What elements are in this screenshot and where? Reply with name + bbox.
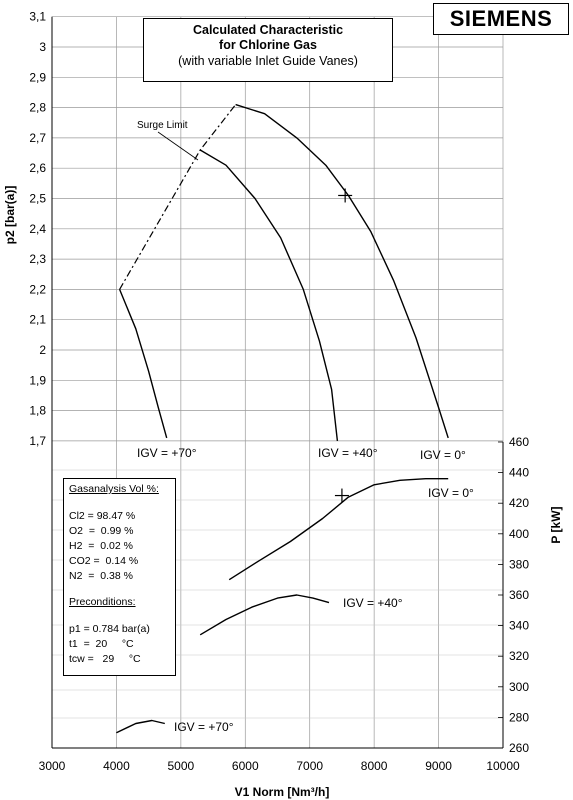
gas-item: N2 = 0.38 %: [69, 570, 133, 582]
right-tick-label: 280: [509, 710, 529, 724]
right-tick-label: 380: [509, 557, 529, 571]
right-tick-label: 460: [509, 435, 529, 449]
x-tick-label: 6000: [232, 759, 259, 773]
left-tick-label: 2,3: [29, 252, 46, 266]
x-tick-label: 8000: [361, 759, 388, 773]
surge-limit-label: Surge Limit: [137, 120, 188, 131]
left-tick-label: 2,2: [29, 282, 46, 296]
left-tick-label: 2,5: [29, 192, 46, 206]
right-tick-label: 400: [509, 527, 529, 541]
gas-item: O2 = 0.99 %: [69, 525, 134, 537]
right-tick-label: 260: [509, 741, 529, 755]
pressure-curve-igv40: [199, 149, 339, 441]
pressure-label-igv0: IGV = 0°: [420, 448, 466, 462]
surge-limit-line: [119, 104, 237, 290]
right-tick-label: 420: [509, 496, 529, 510]
precondition-item: tcw = 29 °C: [69, 653, 141, 665]
left-tick-label: 3,1: [29, 10, 46, 24]
left-tick-label: 1,9: [29, 373, 46, 387]
operating-point-marker: [334, 488, 349, 503]
left-tick-label: 2,7: [29, 131, 46, 145]
right-tick-label: 440: [509, 466, 529, 480]
pressure-label-igv40: IGV = +40°: [318, 446, 378, 460]
x-tick-label: 7000: [296, 759, 323, 773]
grid: [51, 16, 504, 749]
siemens-logo: SIEMENS: [433, 3, 569, 35]
x-axis-label: V1 Norm [Nm³/h]: [235, 785, 330, 799]
x-axis-ticks: 3000 4000 5000 6000 7000 8000 9000 10000: [39, 759, 520, 773]
left-tick-label: 2,8: [29, 101, 46, 115]
x-tick-label: 9000: [425, 759, 452, 773]
power-curve-igv0: [228, 478, 449, 581]
chart-title-line2: for Chlorine Gas: [219, 38, 317, 52]
preconditions-heading: Preconditions:: [69, 596, 136, 608]
left-axis-label: p2 [bar(a)]: [3, 186, 17, 245]
left-tick-label: 1,7: [29, 434, 46, 448]
gas-analysis-heading: Gasanalysis Vol %:: [69, 483, 159, 495]
left-tick-label: 2,4: [29, 222, 46, 236]
curves: [116, 103, 449, 734]
left-tick-label: 1,8: [29, 404, 46, 418]
gas-item: H2 = 0.02 %: [69, 540, 133, 552]
pressure-label-igv70: IGV = +70°: [137, 446, 197, 460]
left-axis-ticks: 1,7 1,8 1,9 2 2,1 2,2 2,3 2,4 2,5 2,6 2,7 2,8 2,9 3 3,…: [29, 10, 46, 448]
power-curve-igv40: [199, 594, 330, 636]
chart-title-line3: (with variable Inlet Guide Vanes): [178, 54, 358, 68]
left-tick-label: 2,1: [29, 313, 46, 327]
precondition-item: t1 = 20 °C: [69, 638, 134, 650]
left-tick-label: 2: [39, 343, 46, 357]
x-tick-label: 3000: [39, 759, 66, 773]
power-label-igv0: IGV = 0°: [428, 486, 474, 500]
gas-item: CO2 = 0.14 %: [69, 555, 139, 567]
gas-item: Cl2 = 98.47 %: [69, 510, 136, 522]
right-tick-label: 340: [509, 619, 529, 633]
right-axis-ticks: 260 280 300 320 340 360 380 400 420 440 460: [498, 435, 529, 755]
power-label-igv70: IGV = +70°: [174, 720, 234, 734]
left-tick-label: 3: [39, 40, 46, 54]
gas-analysis-box: Gasanalysis Vol %: Cl2 = 98.47 % O2 = 0.…: [63, 478, 176, 676]
pressure-curve-igv70: [118, 289, 168, 439]
right-axis-label: P [kW]: [549, 506, 563, 543]
right-tick-label: 320: [509, 649, 529, 663]
x-tick-label: 10000: [486, 759, 520, 773]
surge-limit-pointer: [157, 131, 199, 161]
right-tick-label: 360: [509, 588, 529, 602]
left-tick-label: 2,9: [29, 70, 46, 84]
precondition-item: p1 = 0.784 bar(a): [69, 623, 150, 635]
left-tick-label: 2,6: [29, 161, 46, 175]
chart-title-line1: Calculated Characteristic: [192, 23, 344, 37]
power-label-igv40: IGV = +40°: [343, 596, 403, 610]
x-tick-label: 5000: [168, 759, 195, 773]
pressure-curve-igv0: [235, 103, 449, 439]
chart-title-box: Calculated Characteristic for Chlorine G…: [143, 18, 393, 82]
power-curve-igv70: [116, 719, 165, 734]
x-tick-label: 4000: [103, 759, 130, 773]
operating-point-marker: [338, 188, 353, 203]
right-tick-label: 300: [509, 680, 529, 694]
